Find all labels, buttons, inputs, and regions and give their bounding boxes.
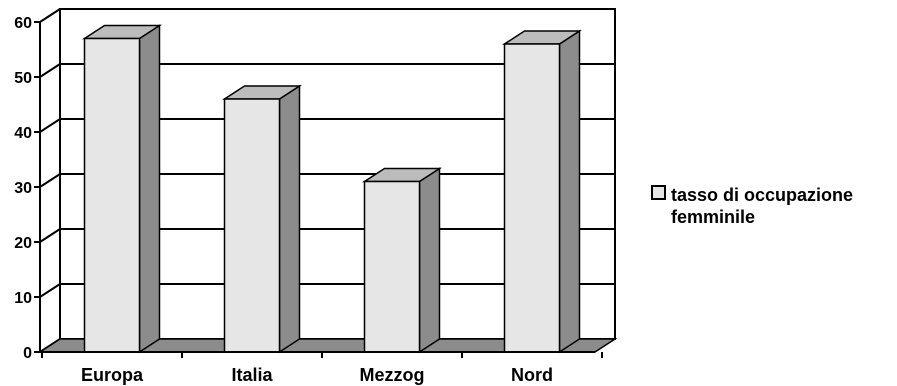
bar-side xyxy=(138,24,161,354)
bar xyxy=(363,180,421,353)
y-tick-label: 20 xyxy=(14,235,32,252)
x-tick-label: Italia xyxy=(231,365,273,385)
bar xyxy=(83,37,141,353)
gridline-side xyxy=(39,63,61,78)
x-tick-label: Nord xyxy=(511,365,553,385)
x-tick-label: Mezzog xyxy=(360,365,425,385)
legend: tasso di occupazione femminile xyxy=(651,184,895,228)
gridline-side xyxy=(39,228,61,243)
gridline-side xyxy=(39,8,61,23)
y-tick-labels: 0 10 20 30 40 50 60 xyxy=(14,15,32,362)
y-tick-label: 40 xyxy=(14,125,32,142)
y-tick-label: 0 xyxy=(23,345,32,362)
x-category-labels: Europa Italia Mezzog Nord xyxy=(81,365,553,385)
y-tick-label: 50 xyxy=(14,70,32,87)
bar xyxy=(223,98,281,353)
legend-label-line2: femminile xyxy=(671,207,756,227)
bar-side xyxy=(278,84,301,354)
legend-label-line1: tasso di occupazione xyxy=(671,185,854,205)
bar xyxy=(503,43,561,353)
gridline-side xyxy=(39,118,61,133)
bar-side xyxy=(558,29,581,354)
gridline-side xyxy=(39,173,61,188)
gridline-side xyxy=(39,283,61,298)
x-tick-label: Europa xyxy=(81,365,144,385)
y-tick-label: 10 xyxy=(14,290,32,307)
legend-swatch xyxy=(651,185,666,200)
y-tick-label: 30 xyxy=(14,180,32,197)
axes xyxy=(34,21,603,358)
bars xyxy=(81,24,583,354)
y-tick-label: 60 xyxy=(14,15,32,32)
bar-side xyxy=(418,167,441,354)
